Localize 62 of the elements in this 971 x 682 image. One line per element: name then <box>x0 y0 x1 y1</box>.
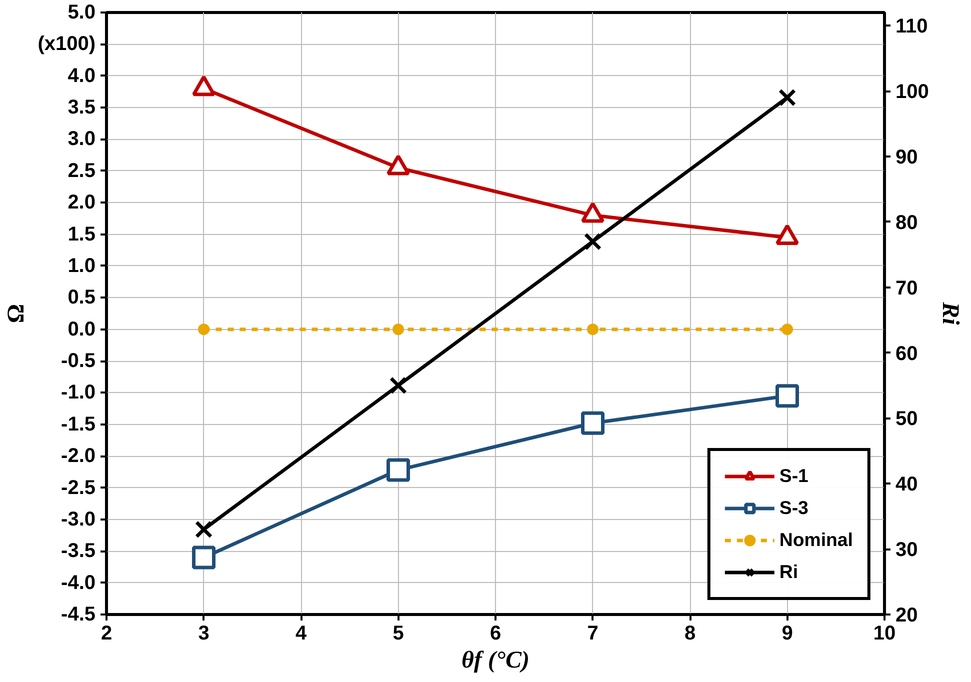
point <box>192 546 216 570</box>
point <box>386 154 410 176</box>
x-tick-label: 2 <box>100 622 112 644</box>
x-tick-label: 4 <box>295 622 308 644</box>
y-tick-label: -2.0 <box>61 445 96 468</box>
point <box>587 324 598 336</box>
y2-axis-title: Ri <box>936 301 963 326</box>
point <box>782 324 793 336</box>
y2-tick-label: 60 <box>896 342 918 365</box>
y-tick-label: 0.0 <box>68 318 96 340</box>
y2-tick-label: 30 <box>896 539 918 562</box>
point <box>581 202 604 223</box>
legend-label: Nominal <box>779 529 853 551</box>
point <box>392 324 404 336</box>
y-tick-label: 1.5 <box>68 223 96 246</box>
x-tick-label: 5 <box>392 622 404 644</box>
y-tick-label: (x100) <box>38 33 96 56</box>
point <box>198 324 210 336</box>
y2-tick-label: 70 <box>896 277 918 300</box>
y2-tick-label: 80 <box>896 212 918 234</box>
y-tick-label: -1.0 <box>61 382 96 404</box>
y2-tick-label: 20 <box>896 604 918 626</box>
y-tick-label: -0.5 <box>61 350 96 372</box>
point <box>584 232 602 250</box>
y2-tick-label: 90 <box>896 146 918 168</box>
y-tick-label: 3.5 <box>68 96 96 119</box>
y2-tick-label: 100 <box>896 81 929 104</box>
point <box>776 224 799 245</box>
point <box>776 384 799 408</box>
y2-tick-label: 50 <box>896 408 918 430</box>
y-tick-label: 4.0 <box>68 64 96 87</box>
legend-label: Ri <box>779 561 800 583</box>
point <box>192 75 216 96</box>
y-tick-label: 2.5 <box>68 160 96 182</box>
point <box>194 520 213 538</box>
x-tick-label: 3 <box>198 622 210 644</box>
y-tick-label: -4.5 <box>61 604 96 626</box>
y-tick-label: -1.5 <box>61 413 96 436</box>
x-tick-label: 10 <box>873 622 896 644</box>
y-tick-label: 3.0 <box>68 128 96 150</box>
y-tick-label: -2.5 <box>61 476 96 499</box>
y-tick-label: -3.5 <box>61 540 96 562</box>
point <box>386 458 410 482</box>
point <box>389 376 408 394</box>
y-tick-label: 5.0 <box>68 2 96 24</box>
x-tick-label: 7 <box>587 622 598 644</box>
point <box>581 411 604 435</box>
legend-label: S-3 <box>779 497 808 519</box>
y-tick-label: -4.0 <box>61 572 96 594</box>
legend-label: S-1 <box>779 465 808 487</box>
x-tick-label: 9 <box>782 622 793 644</box>
point <box>778 88 796 106</box>
x-axis-title: θf (°C) <box>461 648 530 674</box>
y-axis-title: Ω <box>4 304 30 324</box>
x-tick-label: 6 <box>490 622 502 644</box>
x-tick-label: 8 <box>684 622 696 644</box>
y2-tick-label: 110 <box>896 16 928 38</box>
y2-tick-label: 40 <box>896 474 918 496</box>
y-tick-label: -3.0 <box>61 508 96 530</box>
y-tick-label: 1.0 <box>68 254 96 277</box>
y-tick-label: 2.0 <box>68 192 96 214</box>
y-tick-label: 0.5 <box>68 286 96 309</box>
